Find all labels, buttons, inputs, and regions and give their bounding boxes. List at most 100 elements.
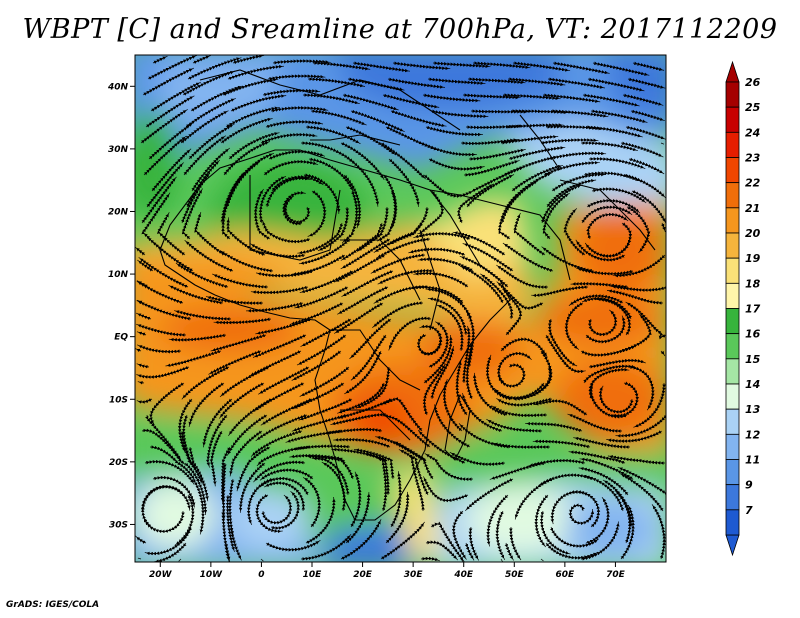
streamline <box>625 125 666 140</box>
streamline <box>387 77 446 89</box>
colorbar-label: 22 <box>745 177 761 190</box>
streamline <box>620 313 652 353</box>
streamline <box>382 93 440 109</box>
grads-credit: GrADS: IGES/COLA <box>6 600 100 610</box>
colorbar: 26 25 24 23 22 21 20 19 18 17 16 15 14 13 12 11 9 7 <box>725 60 761 557</box>
streamline <box>422 363 446 416</box>
colorbar-label: 11 <box>745 454 760 467</box>
lon-tick-label: 10E <box>303 570 323 580</box>
streamline <box>425 125 483 137</box>
colorbar-swatch <box>725 232 740 259</box>
lon-tick-label: 50E <box>505 570 525 580</box>
streamline <box>607 455 665 465</box>
lon-tick-label: 20W <box>149 570 173 580</box>
streamline <box>586 212 629 240</box>
streamline <box>137 557 142 560</box>
streamline <box>632 61 665 71</box>
streamline <box>660 142 665 145</box>
colorbar-swatch <box>725 433 740 460</box>
streamline <box>390 109 447 128</box>
streamline <box>628 157 665 175</box>
streamline <box>135 535 147 544</box>
streamline <box>486 494 509 547</box>
streamline <box>219 250 274 273</box>
streamline <box>627 77 666 89</box>
colorbar-label: 15 <box>745 353 761 366</box>
streamline <box>500 135 559 145</box>
lon-tick-label: 0 <box>258 570 264 580</box>
lon-tick-label: 30E <box>404 570 424 580</box>
streamline <box>255 493 283 534</box>
streamline <box>420 142 477 157</box>
colorbar-swatch <box>725 207 740 234</box>
lat-tick-label: 20S <box>109 458 128 468</box>
colorbar-label: 17 <box>745 303 761 316</box>
streamline <box>259 468 314 481</box>
streamline <box>630 109 665 122</box>
streamline <box>533 399 588 416</box>
streamline <box>178 558 182 562</box>
colorbar-label: 16 <box>745 328 761 341</box>
colorbar-swatch <box>725 308 740 335</box>
lon-tick-label: 40E <box>453 570 474 580</box>
colorbar-label: 13 <box>745 403 761 416</box>
streamline <box>425 540 459 561</box>
lon-tick-label: 10W <box>200 570 224 580</box>
streamline <box>324 427 383 435</box>
colorbar-label: 20 <box>745 227 761 240</box>
streamline <box>388 158 420 207</box>
streamline <box>619 473 664 512</box>
lat-tick-label: 30S <box>109 520 128 530</box>
colorbar-swatch <box>725 408 740 435</box>
streamline <box>153 542 187 562</box>
streamline <box>422 93 481 103</box>
lat-tick-label: 10S <box>109 395 128 405</box>
colorbar-label: 26 <box>745 76 761 89</box>
streamline <box>262 88 321 97</box>
streamline <box>540 138 599 145</box>
streamline <box>502 288 523 336</box>
streamline <box>388 316 432 351</box>
streamline <box>626 206 651 254</box>
colorbar-swatch <box>725 257 740 284</box>
streamline <box>141 192 171 240</box>
axis-ticks: 40N 30N 20N 10N EQ 10S 20S 30S 20W 10W 0 10E 20E 30E 4… <box>107 82 626 580</box>
colorbar-swatch <box>725 282 740 309</box>
streamline <box>209 430 223 487</box>
streamline <box>265 120 324 129</box>
streamline <box>224 542 231 562</box>
streamline <box>464 542 475 561</box>
lon-tick-label: 60E <box>556 570 576 580</box>
colorbar-swatch <box>725 157 740 184</box>
colorbar-bottom-arrow <box>725 534 740 557</box>
streamline <box>592 61 650 76</box>
streamline <box>631 189 666 224</box>
streamline <box>413 271 469 288</box>
colorbar-swatch <box>725 459 740 486</box>
streamline <box>622 93 664 106</box>
streamline <box>181 366 230 400</box>
lat-tick-label: 20N <box>108 207 129 217</box>
colorbar-swatch <box>725 358 740 385</box>
colorbar-label: 21 <box>745 202 760 215</box>
streamline <box>270 490 301 530</box>
colorbar-label: 9 <box>745 479 753 492</box>
colorbar-label: 23 <box>745 152 761 165</box>
streamline <box>495 510 506 560</box>
streamline <box>465 478 514 511</box>
streamline <box>136 365 190 379</box>
colorbar-swatch <box>725 106 740 133</box>
streamline <box>221 462 227 521</box>
colorbar-label: 18 <box>745 277 761 290</box>
streamline <box>576 267 634 276</box>
streamline <box>260 558 264 562</box>
colorbar-label: 7 <box>745 504 753 517</box>
colorbar-label: 19 <box>745 252 761 265</box>
streamline <box>436 304 464 352</box>
streamline <box>423 476 469 503</box>
lat-tick-label: 10N <box>108 270 129 280</box>
streamline <box>348 158 380 207</box>
colorbar-swatch <box>725 484 740 511</box>
streamline <box>545 334 586 374</box>
